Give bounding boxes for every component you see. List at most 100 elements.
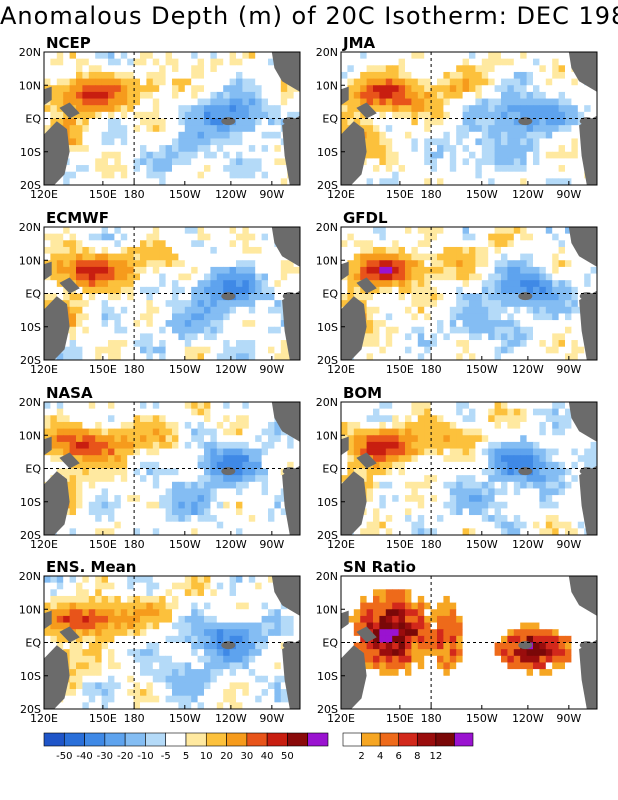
heatmap-cell	[165, 138, 173, 146]
heatmap-cell	[236, 158, 243, 166]
heatmap-cell	[539, 78, 547, 86]
heatmap-cell	[475, 455, 483, 463]
heatmap-cell	[210, 521, 218, 529]
heatmap-cell	[204, 233, 211, 241]
heatmap-cell	[210, 293, 218, 301]
heatmap-cell	[101, 138, 109, 146]
heatmap-cell	[571, 441, 579, 449]
heatmap-cell	[430, 521, 438, 529]
heatmap-cell	[373, 475, 380, 483]
heatmap-cell	[379, 85, 387, 93]
heatmap-cell	[248, 227, 256, 235]
heatmap-cell	[140, 455, 147, 463]
heatmap-cell	[44, 286, 51, 294]
heatmap-cell	[430, 171, 438, 179]
heatmap-cell	[494, 515, 502, 523]
heatmap-cell	[197, 165, 205, 173]
heatmap-cell	[373, 227, 380, 235]
heatmap-cell	[76, 52, 83, 60]
heatmap-cell	[366, 273, 374, 281]
heatmap-cell	[520, 515, 527, 523]
heatmap-cell	[120, 475, 128, 483]
heatmap-cell	[197, 495, 205, 503]
heatmap-cell	[101, 58, 109, 66]
heatmap-cell	[146, 233, 154, 241]
heatmap-cell	[63, 118, 70, 126]
heatmap-cell	[165, 71, 173, 79]
heatmap-cell	[178, 125, 186, 133]
heatmap-cell	[274, 286, 282, 294]
heatmap-cell	[398, 300, 406, 308]
heatmap-cell	[475, 475, 483, 483]
heatmap-cell	[379, 233, 387, 241]
heatmap-cell	[127, 253, 134, 261]
heatmap-cell	[44, 71, 51, 79]
heatmap-cell	[437, 98, 444, 106]
heatmap-cell	[507, 145, 515, 153]
heatmap-cell	[101, 326, 109, 334]
heatmap-cell	[101, 300, 109, 308]
heatmap-cell	[223, 501, 230, 509]
heatmap-cell	[69, 428, 77, 436]
heatmap-cell	[545, 293, 553, 301]
heatmap-cell	[152, 435, 160, 443]
heatmap-cell	[507, 428, 515, 436]
heatmap-cell	[494, 266, 502, 274]
heatmap-cell	[229, 306, 237, 314]
heatmap-cell	[95, 475, 102, 483]
heatmap-cell	[520, 320, 527, 328]
heatmap-cell	[462, 461, 470, 469]
heatmap-cell	[513, 273, 521, 281]
heatmap-cell	[88, 178, 96, 186]
heatmap-cell	[133, 300, 141, 308]
heatmap-cell	[44, 233, 51, 241]
heatmap-cell	[539, 293, 547, 301]
heatmap-cell	[216, 98, 224, 106]
heatmap-cell	[488, 421, 495, 429]
heatmap-cell	[533, 333, 540, 341]
heatmap-cell	[197, 71, 205, 79]
heatmap-cell	[101, 346, 109, 354]
heatmap-cell	[590, 441, 598, 449]
heatmap-cell	[437, 340, 444, 348]
heatmap-cell	[456, 293, 463, 301]
heatmap-cell	[274, 266, 282, 274]
heatmap-cell	[469, 488, 476, 496]
heatmap-cell	[255, 178, 262, 186]
heatmap-cell	[424, 428, 431, 436]
land-mass	[59, 102, 80, 119]
heatmap-cell	[533, 508, 540, 516]
heatmap-cell	[481, 98, 489, 106]
heatmap-cell	[545, 353, 553, 361]
heatmap-cell	[95, 125, 102, 133]
heatmap-cell	[172, 402, 179, 410]
heatmap-cell	[191, 501, 198, 509]
heatmap-cell	[223, 105, 230, 113]
heatmap-cell	[133, 508, 141, 516]
heatmap-cell	[379, 435, 387, 443]
heatmap-cell	[584, 260, 591, 268]
heatmap-cell	[507, 125, 515, 133]
heatmap-cell	[558, 111, 566, 119]
heatmap-cell	[159, 448, 166, 456]
heatmap-cell	[69, 441, 77, 449]
heatmap-cell	[590, 91, 598, 99]
heatmap-cell	[424, 340, 431, 348]
heatmap-cell	[178, 455, 186, 463]
heatmap-cell	[469, 158, 476, 166]
heatmap-cell	[411, 461, 419, 469]
heatmap-cell	[488, 178, 495, 186]
heatmap-cell	[255, 138, 262, 146]
heatmap-cell	[392, 125, 399, 133]
heatmap-cell	[69, 488, 77, 496]
heatmap-cell	[178, 165, 186, 173]
heatmap-cell	[95, 158, 102, 166]
heatmap-cell	[133, 286, 141, 294]
heatmap-cell	[373, 461, 380, 469]
heatmap-cell	[539, 468, 547, 476]
heatmap-cell	[197, 528, 205, 536]
heatmap-cell	[146, 340, 154, 348]
land-mass	[271, 227, 300, 267]
heatmap-cell	[341, 461, 348, 469]
heatmap-cell	[63, 266, 70, 274]
